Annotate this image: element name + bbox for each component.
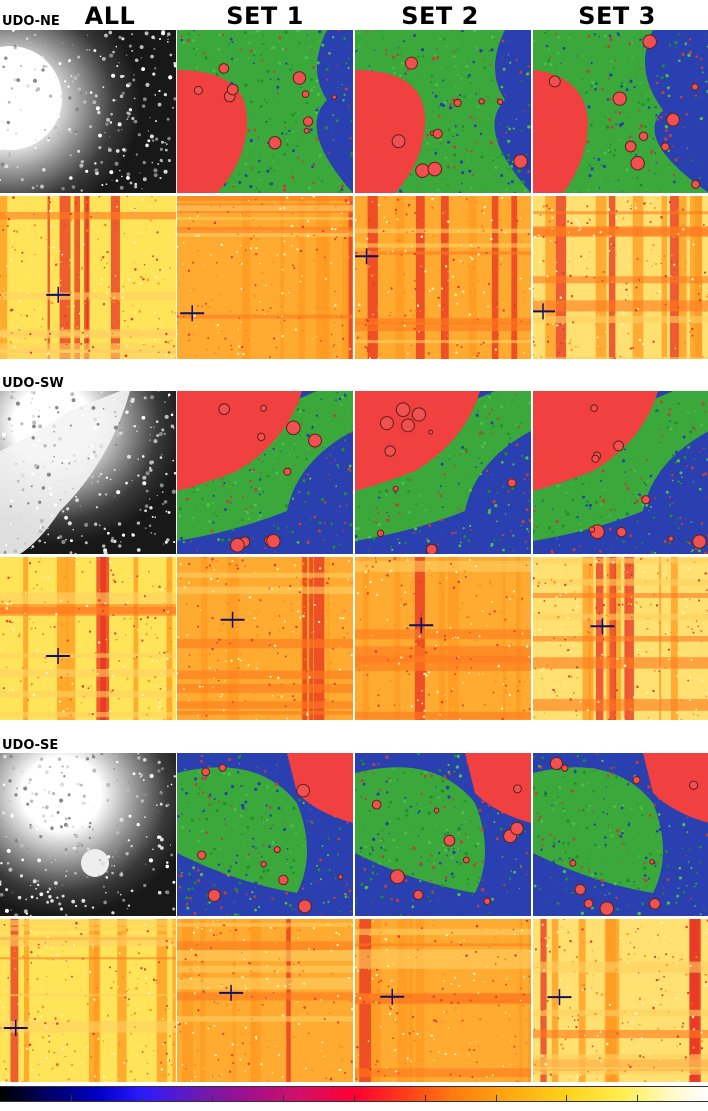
image-panel-ne-1 bbox=[177, 30, 353, 193]
image-panel-se-2 bbox=[355, 753, 531, 916]
image-panel-sw-1 bbox=[177, 391, 353, 554]
residual-panel-sw-0 bbox=[0, 557, 176, 720]
image-panel-sw-0 bbox=[0, 391, 176, 554]
residual-panel-se-1 bbox=[177, 919, 353, 1082]
column-header-set1: SET 1 bbox=[226, 2, 304, 30]
residual-panel-ne-0 bbox=[0, 196, 176, 359]
residual-panel-se-0 bbox=[0, 919, 176, 1082]
colorbar-tick bbox=[424, 1095, 426, 1101]
colorbar-tick bbox=[354, 1095, 355, 1101]
image-panel-se-0 bbox=[0, 753, 176, 916]
residual-panel-se-2 bbox=[355, 919, 531, 1082]
image-panel-sw-3 bbox=[533, 391, 708, 554]
residual-panel-ne-1 bbox=[177, 196, 353, 359]
colorbar bbox=[0, 1086, 708, 1102]
residual-panel-sw-1 bbox=[177, 557, 353, 720]
residual-panel-ne-3 bbox=[533, 196, 708, 359]
colorbar-tick bbox=[566, 1095, 568, 1101]
residual-panel-se-3 bbox=[533, 919, 708, 1082]
image-panel-ne-0 bbox=[0, 30, 176, 193]
residual-panel-sw-2 bbox=[355, 557, 531, 720]
column-header-set3: SET 3 bbox=[578, 2, 656, 30]
column-header-set2: SET 2 bbox=[401, 2, 479, 30]
row-label-se: UDO-SE bbox=[2, 738, 59, 753]
column-header-all: ALL bbox=[84, 2, 136, 30]
image-panel-sw-2 bbox=[355, 391, 531, 554]
residual-panel-sw-3 bbox=[533, 557, 708, 720]
colorbar-tick bbox=[283, 1095, 285, 1101]
row-label-ne: UDO-NE bbox=[2, 14, 60, 29]
colorbar-tick bbox=[141, 1095, 143, 1101]
colorbar-tick bbox=[70, 1095, 72, 1101]
image-panel-se-3 bbox=[533, 753, 708, 916]
image-panel-ne-3 bbox=[533, 30, 708, 193]
colorbar-tick bbox=[212, 1095, 214, 1101]
image-panel-ne-2 bbox=[355, 30, 531, 193]
colorbar-tick bbox=[495, 1095, 497, 1101]
colorbar-tick bbox=[637, 1095, 639, 1101]
row-label-sw: UDO-SW bbox=[2, 376, 64, 391]
image-panel-se-1 bbox=[177, 753, 353, 916]
residual-panel-ne-2 bbox=[355, 196, 531, 359]
